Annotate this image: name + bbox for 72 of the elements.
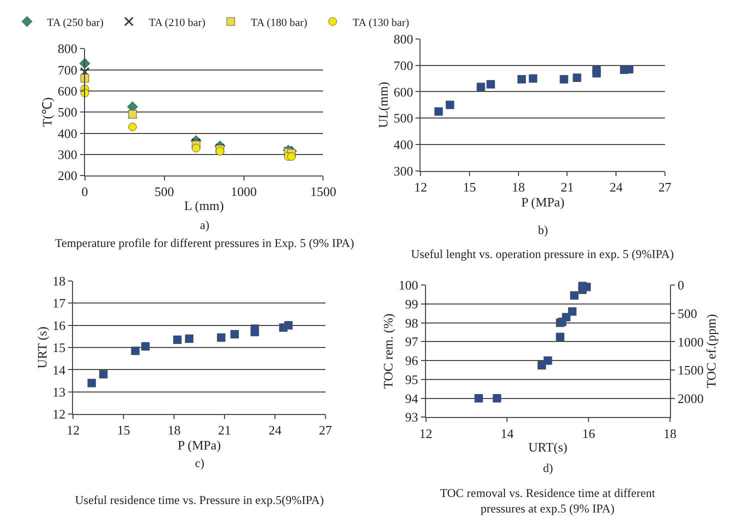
x-tick-label: 18 xyxy=(168,422,181,438)
y-tick-label: 99 xyxy=(405,296,418,312)
x-tick-label: 15 xyxy=(117,422,130,438)
y-tick-label: 300 xyxy=(58,146,78,162)
y-tick-label: 14 xyxy=(52,362,66,378)
y-tick-label: 94 xyxy=(405,390,419,406)
y2-tick-label: 0 xyxy=(678,278,684,293)
x-axis-title: L (mm) xyxy=(184,198,224,213)
x-tick-label: 24 xyxy=(610,180,624,195)
y2-tick-label: 500 xyxy=(678,306,698,321)
y2-tick-label: 1500 xyxy=(678,362,704,378)
y-tick-label: 96 xyxy=(405,353,419,368)
x-tick-label: 1000 xyxy=(230,184,257,200)
y-axis-title: T(℃) xyxy=(40,97,55,127)
legend-label: TA (210 bar) xyxy=(148,16,206,29)
y-tick-label: 700 xyxy=(58,62,78,78)
y-tick-label: 93 xyxy=(405,410,418,425)
y-tick-label: 500 xyxy=(58,104,78,120)
y-tick-label: 16 xyxy=(52,318,66,333)
y-tick-label: 98 xyxy=(405,315,418,330)
y-tick-label: 300 xyxy=(394,164,414,179)
x-tick-label: 18 xyxy=(664,426,677,441)
text: d) xyxy=(543,461,553,475)
y-tick-label: 13 xyxy=(52,384,66,400)
legend-label: TA (130 bar) xyxy=(352,16,410,29)
y-tick-label: 12 xyxy=(52,406,66,422)
y-tick-label: 500 xyxy=(394,110,414,126)
x-tick-label: 16 xyxy=(582,426,596,441)
text: c) xyxy=(195,456,204,470)
x-tick-label: 18 xyxy=(512,180,525,195)
x-tick-label: 24 xyxy=(268,422,282,438)
y-tick-label: 18 xyxy=(52,274,66,289)
y2-tick-label: 1000 xyxy=(678,334,704,350)
y-tick-label: 17 xyxy=(52,296,66,311)
x-tick-label: 15 xyxy=(463,180,476,195)
x-axis-title: P (MPa) xyxy=(178,438,221,453)
y2-tick-label: 2000 xyxy=(678,390,704,406)
y-tick-label: 800 xyxy=(58,41,78,56)
x-tick-label: 21 xyxy=(560,180,574,195)
y-tick-label: 400 xyxy=(58,126,78,141)
x-tick-label: 14 xyxy=(500,426,514,441)
text: TOC removal vs. Residence time at different pressures at exp.5 (9% IPA) xyxy=(440,486,656,516)
x-axis-title: P (MPa) xyxy=(521,194,564,210)
y-tick-label: 97 xyxy=(405,334,419,350)
y-axis-title: TOC rem. (%) xyxy=(380,314,396,389)
y-axis-title: UL(mm) xyxy=(376,82,391,128)
y-tick-label: 15 xyxy=(52,340,66,356)
x-tick-label: 500 xyxy=(154,184,174,200)
text: Useful lenght vs. operation pressure in exp. 5 (9%IPA) xyxy=(411,247,674,261)
x-axis-title: URT(s) xyxy=(528,439,568,454)
y-tick-label: 95 xyxy=(405,372,418,387)
x-tick-label: 27 xyxy=(658,180,672,195)
text: Temperature profile for different pressures in Exp. 5 (9% IPA) xyxy=(55,236,354,250)
y2-axis-title: TOC ef.(ppm) xyxy=(704,314,719,388)
x-tick-label: 27 xyxy=(318,422,332,438)
text: a) xyxy=(200,218,210,232)
x-tick-label: 1500 xyxy=(310,184,336,200)
x-tick-label: 0 xyxy=(82,184,88,200)
text: b) xyxy=(538,223,548,237)
y-tick-label: 200 xyxy=(58,168,78,184)
y-axis-title: URT (s) xyxy=(34,326,50,368)
x-tick-label: 12 xyxy=(419,426,432,441)
x-tick-label: 21 xyxy=(218,422,232,438)
y-tick-label: 700 xyxy=(394,58,414,73)
legend-label: TA (250 bar) xyxy=(47,16,104,29)
y-tick-label: 100 xyxy=(398,278,418,293)
y-tick-label: 600 xyxy=(394,84,414,100)
y-tick-label: 400 xyxy=(394,137,414,152)
y-tick-label: 800 xyxy=(394,31,414,46)
legend-label: TA (180 bar) xyxy=(250,16,308,29)
y-tick-label: 600 xyxy=(58,84,78,99)
text: Useful residence time vs. Pressure in exp.5(9%IPA) xyxy=(75,493,324,507)
